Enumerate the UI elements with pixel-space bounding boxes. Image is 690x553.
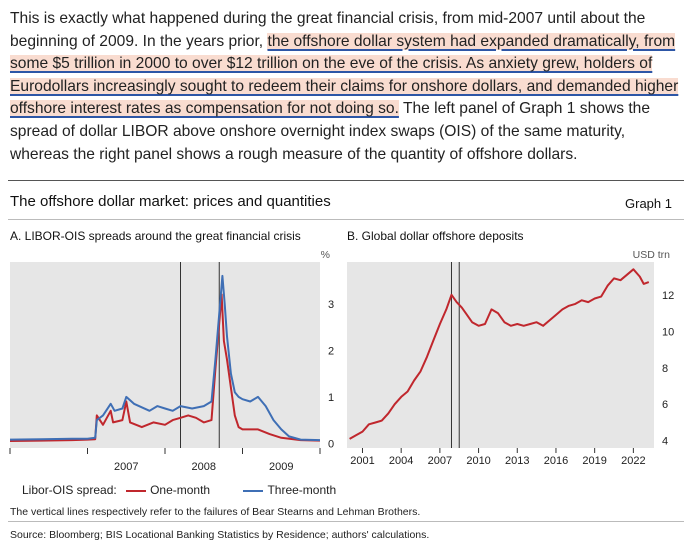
y-tick-label-a: 2	[328, 345, 334, 357]
x-tick-label-b: 2016	[544, 455, 568, 467]
x-tick-label-a: 2007	[114, 461, 138, 473]
graph-bottom-rule	[8, 521, 684, 522]
unit-label-b: USD trn	[633, 249, 671, 261]
graph-header-rule	[8, 219, 684, 220]
x-tick-label-b: 2013	[505, 455, 529, 467]
panel-a-title: A. LIBOR-OIS spreads around the great fi…	[10, 229, 301, 243]
x-tick-label-b: 2010	[466, 455, 490, 467]
paragraph-text-start: This is exactly what happened during the…	[10, 10, 646, 50]
x-tick-label-b: 2004	[389, 455, 413, 467]
graph-source: Source: Bloomberg; BIS Locational Bankin…	[10, 529, 430, 541]
series-line-b-0	[349, 268, 650, 440]
y-tick-label-b: 12	[662, 290, 674, 302]
plot-area-a	[10, 262, 320, 448]
legend-swatch-one-month	[126, 489, 147, 492]
graph-top-rule	[8, 180, 684, 181]
legend-label-three-month: Three-month	[267, 483, 337, 497]
graph-number: Graph 1	[625, 196, 672, 211]
legend-swatch-three-month	[243, 489, 264, 492]
y-tick-label-b: 4	[662, 436, 668, 448]
x-tick-label-b: 2022	[621, 455, 645, 467]
paragraph-text-end: The left panel of Graph 1 shows the spre…	[10, 100, 651, 163]
graph-title: The offshore dollar market: prices and q…	[10, 193, 331, 210]
plot-area-b	[347, 262, 654, 448]
x-tick-label-a: 2008	[192, 461, 216, 473]
x-tick-label-b: 2001	[350, 455, 374, 467]
y-tick-label-b: 6	[662, 399, 668, 411]
x-tick-label-b: 2007	[428, 455, 452, 467]
y-tick-label-a: 1	[328, 392, 334, 404]
panel-b-title: B. Global dollar offshore deposits	[347, 229, 524, 243]
y-tick-label-b: 10	[662, 326, 674, 338]
article-paragraph: This is exactly what happened during the…	[10, 8, 682, 166]
legend-prefix: Libor-OIS spread:	[22, 483, 117, 497]
legend: Libor-OIS spread: One-month Three-month	[22, 483, 336, 497]
unit-label-a: %	[321, 249, 330, 261]
y-tick-label-b: 8	[662, 363, 668, 375]
x-tick-label-b: 2019	[582, 455, 606, 467]
x-tick-label-a: 2009	[269, 461, 293, 473]
y-tick-label-a: 3	[328, 299, 334, 311]
legend-label-one-month: One-month	[150, 483, 211, 497]
graph-note: The vertical lines respectively refer to…	[10, 506, 421, 518]
y-tick-label-a: 0	[328, 438, 334, 450]
series-line-a-1	[9, 274, 321, 442]
series-line-a-0	[9, 293, 321, 442]
